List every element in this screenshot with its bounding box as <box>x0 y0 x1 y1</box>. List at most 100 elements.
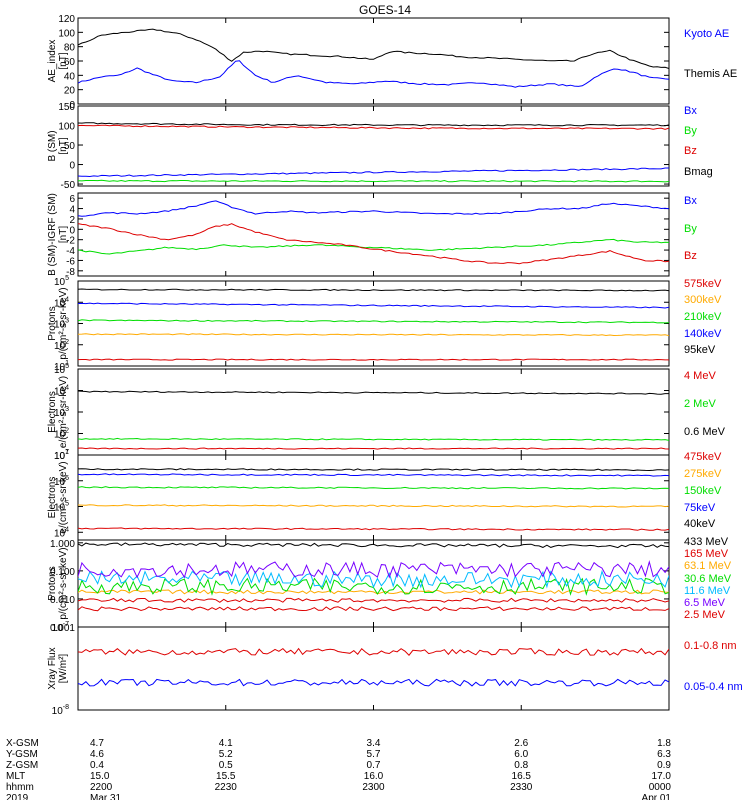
y-tick-label: 120 <box>58 14 75 25</box>
series-line-63-1-mev <box>78 589 669 595</box>
panel-frame <box>77 192 670 277</box>
y-tick-label: -4 <box>66 246 75 257</box>
legend-label: Themis AE <box>684 68 737 80</box>
x-axis-value: 1.8 <box>657 738 671 749</box>
legend-label: 165 MeV <box>684 548 729 560</box>
x-axis-value: Mar 31 <box>90 793 122 800</box>
y-tick-label: 0 <box>69 161 75 172</box>
y-tick-label: 2 <box>69 215 75 226</box>
legend-label: 150keV <box>684 485 722 497</box>
series-line-0-1-0-8-nm <box>78 647 669 656</box>
legend-label: 4 MeV <box>684 370 716 382</box>
y-tick-label: 40 <box>64 71 76 82</box>
panel-frame <box>77 105 670 187</box>
x-axis-value: 4.6 <box>90 749 104 760</box>
series-line-95kev <box>78 288 669 292</box>
series-line-40kev <box>78 468 669 472</box>
x-axis-value: 0.8 <box>514 760 528 771</box>
series-line-75kev <box>78 473 669 477</box>
x-axis-value: 6.0 <box>514 749 528 760</box>
series-line-165-mev <box>78 606 669 612</box>
x-axis-value: 17.0 <box>652 771 672 782</box>
y-tick-label: 0.010 <box>50 595 75 606</box>
x-axis-value: 15.0 <box>90 771 110 782</box>
series-line-by <box>78 179 669 183</box>
y-tick-label: 10-8 <box>52 704 69 717</box>
series-line-140kev <box>78 302 669 309</box>
series-line-bmag <box>78 122 669 127</box>
series-line-210kev <box>78 319 669 324</box>
legend-label: 6.5 MeV <box>684 597 726 609</box>
y-tick-label: 105 <box>54 275 69 288</box>
y-axis-label: B (SM) <box>47 130 58 161</box>
x-axis-value: 2300 <box>362 782 385 793</box>
legend-label: 75keV <box>684 502 716 514</box>
legend-label: Bx <box>684 105 697 117</box>
panel-frame <box>77 539 670 628</box>
legend-label: 63.1 MeV <box>684 560 732 572</box>
panel-frame <box>77 280 670 367</box>
legend-label: Bz <box>684 250 697 262</box>
y-tick-label: -2 <box>66 236 75 247</box>
series-line-bx <box>78 200 669 217</box>
x-axis-value: 16.5 <box>512 771 532 782</box>
x-axis-row-label: MLT <box>6 771 25 782</box>
legend-label: 30.6 MeV <box>684 573 732 585</box>
series-line-bx <box>78 167 669 178</box>
y-tick-label: 150 <box>58 102 75 113</box>
series-line-2-5-mev <box>78 597 669 603</box>
legend-label: 40keV <box>684 518 716 530</box>
y-axis-label: AE_index <box>47 40 58 83</box>
y-tick-label: 107 <box>54 449 69 462</box>
legend-label: Bz <box>684 145 697 157</box>
x-axis-row-label: 2019 <box>6 793 29 800</box>
y-axis-label: B (SM)-IGRF (SM) <box>47 193 58 276</box>
x-axis-value: 6.3 <box>657 749 671 760</box>
legend-label: 0.1-0.8 nm <box>684 640 737 652</box>
legend-label: 2 MeV <box>684 398 716 410</box>
y-axis-label: Electrons <box>47 477 58 519</box>
y-tick-label: 1.000 <box>50 539 75 550</box>
y-axis-label: Electrons <box>47 391 58 433</box>
legend-label: 575keV <box>684 278 722 290</box>
y-tick-label: 0.001 <box>50 623 75 634</box>
x-axis-value: 5.2 <box>219 749 233 760</box>
panel-1: 0 20 40 60 80 100 120 AE_index [nT] Kyoto AE Themi… <box>47 14 737 111</box>
series-line-433-mev <box>78 542 669 549</box>
y-tick-label: 6 <box>69 194 75 205</box>
y-tick-label: -8 <box>66 267 75 278</box>
y-axis-unit: p/(cm²-s-sr-keV) <box>58 547 69 619</box>
x-axis-value: 2230 <box>215 782 238 793</box>
x-axis-value: 0.5 <box>219 760 233 771</box>
series-line-475kev <box>78 527 669 531</box>
y-tick-label: 0 <box>69 100 75 111</box>
panel-frame <box>77 454 670 541</box>
y-tick-label: -50 <box>61 180 76 191</box>
y-axis-label: Xray Flux <box>47 647 58 689</box>
y-axis-unit: [nT] <box>58 226 69 243</box>
legend-label: By <box>684 223 697 235</box>
x-axis-value: 15.5 <box>216 771 236 782</box>
legend-label: Bx <box>684 195 697 207</box>
y-tick-label: 80 <box>64 43 76 54</box>
y-tick-label: 50 <box>64 141 76 152</box>
y-tick-label: 60 <box>64 57 76 68</box>
legend-label: 0.6 MeV <box>684 426 726 438</box>
series-line-0-6-mev <box>78 390 669 395</box>
x-axis-value: 0000 <box>649 782 672 793</box>
x-axis-value: 0.4 <box>90 760 104 771</box>
series-line-2-mev <box>78 437 669 441</box>
x-axis-value: 16.0 <box>364 771 384 782</box>
x-axis-table: X-GSM 4.7 4.1 3.4 2.6 1.8 Y-GSM 4.6 5.2 5.7 6.0 6.3… <box>6 738 671 800</box>
x-axis-value: 2330 <box>510 782 533 793</box>
x-axis-value: 2200 <box>90 782 113 793</box>
series-line-4-mev <box>78 447 669 450</box>
x-axis-row-label: Z-GSM <box>6 760 38 771</box>
y-axis-unit: [W/m²] <box>58 654 69 684</box>
legend-label: 95keV <box>684 344 716 356</box>
legend-label: 0.05-0.4 nm <box>684 681 743 693</box>
